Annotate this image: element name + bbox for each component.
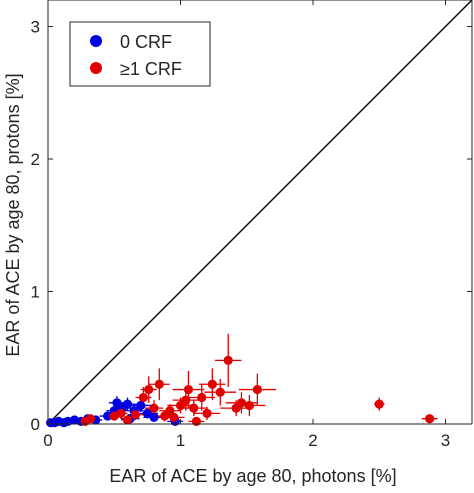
data-point	[236, 398, 247, 408]
data-point	[85, 414, 95, 424]
data-point	[144, 384, 154, 395]
data-point	[191, 416, 201, 426]
data-point	[149, 412, 159, 422]
axis-ticks: 0 1 2 3 0 1 2 3	[31, 0, 472, 450]
data-point	[202, 408, 212, 418]
data-point	[154, 379, 164, 389]
x-tick-label: 2	[308, 431, 317, 450]
data-point	[116, 408, 126, 418]
legend: 0 CRF ≥1 CRF	[69, 21, 211, 87]
data-point	[207, 379, 217, 389]
data-point	[181, 395, 191, 405]
data-point	[183, 384, 194, 395]
data-point	[122, 399, 133, 409]
data-point	[197, 392, 207, 403]
data-point	[252, 384, 262, 395]
y-tick-label: 2	[31, 150, 40, 169]
legend-box	[69, 21, 211, 87]
data-point	[169, 412, 179, 422]
data-point	[142, 408, 152, 418]
y-axis-label: EAR of ACE by age 80, protons [%]	[3, 73, 23, 356]
data-point	[244, 400, 254, 411]
identity-line	[47, 0, 473, 425]
data-point	[223, 355, 233, 365]
data-point	[122, 415, 133, 425]
legend-label-1-crf: ≥1 CRF	[120, 59, 182, 79]
y-tick-label: 0	[31, 415, 40, 434]
x-tick-label: 3	[441, 431, 450, 450]
data-point	[425, 414, 435, 424]
data-point	[149, 403, 159, 413]
data-point	[136, 400, 146, 411]
y-tick-label: 3	[31, 18, 40, 37]
y-tick-label: 1	[31, 283, 40, 302]
data-point	[215, 387, 225, 397]
x-axis-label: EAR of ACE by age 80, photons [%]	[109, 466, 396, 486]
data-points	[46, 355, 435, 428]
x-tick-label: 1	[176, 431, 185, 450]
data-point	[189, 403, 199, 413]
data-point	[138, 392, 148, 403]
data-point	[374, 399, 384, 409]
data-point	[165, 406, 175, 416]
x-tick-label: 0	[43, 431, 52, 450]
legend-marker-0-crf	[90, 35, 102, 47]
data-point	[130, 410, 141, 420]
legend-label-0-crf: 0 CRF	[120, 32, 172, 52]
legend-marker-1-crf	[90, 62, 102, 74]
data-point	[103, 411, 113, 421]
